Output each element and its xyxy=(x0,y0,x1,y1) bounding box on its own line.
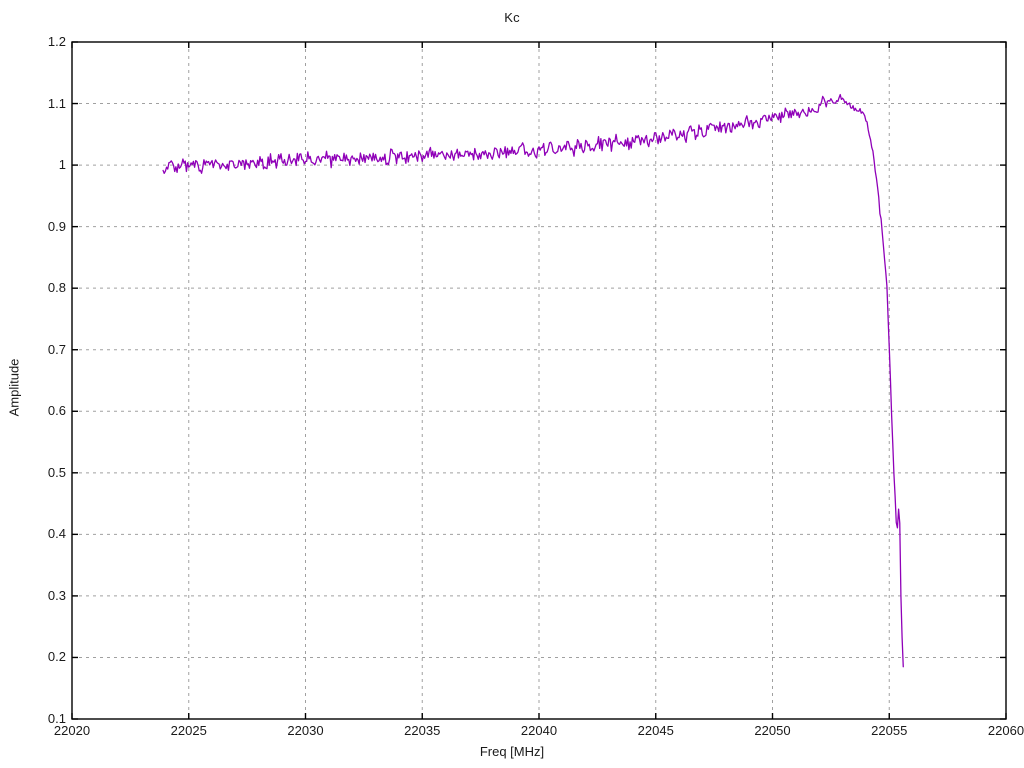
x-axis-label: Freq [MHz] xyxy=(479,744,545,759)
y-tick-label: 1 xyxy=(58,157,66,173)
y-tick-label: 1.1 xyxy=(47,95,66,111)
y-tick-label: 0.6 xyxy=(47,403,66,419)
x-tick-label: 22040 xyxy=(520,723,558,738)
x-tick-label: 22020 xyxy=(53,723,91,738)
y-tick-label: 0.5 xyxy=(47,464,66,480)
y-tick-label: 0.8 xyxy=(47,280,66,296)
plot-border xyxy=(71,41,1007,720)
y-tick-label: 0.1 xyxy=(47,711,66,726)
y-axis-tick-labels: 0.1 0.2 0.3 0.4 0.5 0.6 0.7 0.8 0.9 1 1.1 1.2 xyxy=(0,0,66,768)
x-tick-label: 22060 xyxy=(987,723,1024,738)
y-tick-label: 0.2 xyxy=(47,649,66,665)
x-tick-label: 22050 xyxy=(754,723,791,738)
x-tick-label: 22035 xyxy=(404,723,441,738)
y-tick-label: 0.3 xyxy=(47,587,66,603)
chart-title: Kc xyxy=(504,10,520,25)
y-tick-label: 0.4 xyxy=(47,526,66,542)
data-series xyxy=(162,93,904,668)
x-tick-label: 22045 xyxy=(637,723,674,738)
y-tick-label: 0.9 xyxy=(47,218,66,234)
x-tick-label: 22055 xyxy=(871,723,908,738)
x-tick-label: 22025 xyxy=(170,723,207,738)
y-tick-label: 1.2 xyxy=(47,34,66,49)
y-tick-label: 0.7 xyxy=(47,341,66,357)
grid-lines xyxy=(72,42,1006,719)
x-tick-label: 22030 xyxy=(287,723,324,738)
